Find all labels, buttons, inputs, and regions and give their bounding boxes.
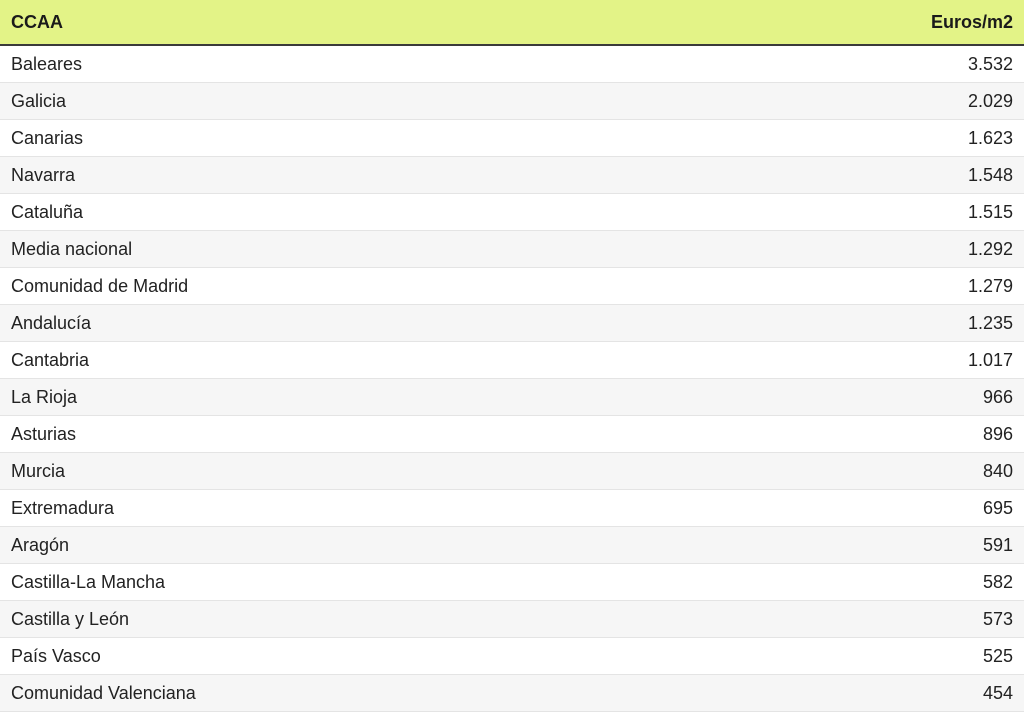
table-row: Cantabria 1.017 [0, 341, 1024, 379]
price-cell: 582 [512, 563, 1024, 601]
region-cell: Comunidad Valenciana [0, 674, 512, 712]
price-cell: 966 [512, 378, 1024, 416]
table-row: Castilla-La Mancha 582 [0, 563, 1024, 601]
price-cell: 1.279 [512, 267, 1024, 305]
price-cell: 573 [512, 600, 1024, 638]
region-cell: Cantabria [0, 341, 512, 379]
region-cell: País Vasco [0, 637, 512, 675]
region-cell: Andalucía [0, 304, 512, 342]
table-row: Galicia 2.029 [0, 82, 1024, 120]
price-cell: 454 [512, 674, 1024, 712]
price-cell: 896 [512, 415, 1024, 453]
header-price[interactable]: Euros/m2 [512, 0, 1024, 46]
region-cell: Extremadura [0, 489, 512, 527]
price-cell: 695 [512, 489, 1024, 527]
price-cell: 1.017 [512, 341, 1024, 379]
region-cell: Asturias [0, 415, 512, 453]
region-cell: Comunidad de Madrid [0, 267, 512, 305]
table-row: Murcia 840 [0, 452, 1024, 490]
price-cell: 1.235 [512, 304, 1024, 342]
price-cell: 1.515 [512, 193, 1024, 231]
region-cell: Cataluña [0, 193, 512, 231]
region-cell: Galicia [0, 82, 512, 120]
table-row: Navarra 1.548 [0, 156, 1024, 194]
price-cell: 1.548 [512, 156, 1024, 194]
table-header-row: CCAA Euros/m2 [0, 0, 1024, 46]
table-row: País Vasco 525 [0, 637, 1024, 675]
table-body: Baleares 3.532 Galicia 2.029 Canarias 1.623 Na… [0, 45, 1024, 712]
region-cell: Navarra [0, 156, 512, 194]
table-row: Andalucía 1.235 [0, 304, 1024, 342]
table-row: Canarias 1.623 [0, 119, 1024, 157]
price-cell: 3.532 [512, 45, 1024, 83]
region-cell: La Rioja [0, 378, 512, 416]
table-row: La Rioja 966 [0, 378, 1024, 416]
price-cell: 2.029 [512, 82, 1024, 120]
table-row: Extremadura 695 [0, 489, 1024, 527]
price-cell: 525 [512, 637, 1024, 675]
table-row: Comunidad de Madrid 1.279 [0, 267, 1024, 305]
price-cell: 1.623 [512, 119, 1024, 157]
region-cell: Castilla-La Mancha [0, 563, 512, 601]
header-region[interactable]: CCAA [0, 0, 512, 46]
region-cell: Canarias [0, 119, 512, 157]
table-row: Media nacional 1.292 [0, 230, 1024, 268]
table-row: Castilla y León 573 [0, 600, 1024, 638]
region-cell: Castilla y León [0, 600, 512, 638]
region-cell: Aragón [0, 526, 512, 564]
table-row: Asturias 896 [0, 415, 1024, 453]
table-row: Cataluña 1.515 [0, 193, 1024, 231]
region-cell: Media nacional [0, 230, 512, 268]
price-cell: 840 [512, 452, 1024, 490]
price-cell: 1.292 [512, 230, 1024, 268]
price-cell: 591 [512, 526, 1024, 564]
region-cell: Murcia [0, 452, 512, 490]
table-row: Baleares 3.532 [0, 45, 1024, 83]
table-row: Comunidad Valenciana 454 [0, 674, 1024, 712]
table-row: Aragón 591 [0, 526, 1024, 564]
region-cell: Baleares [0, 45, 512, 83]
